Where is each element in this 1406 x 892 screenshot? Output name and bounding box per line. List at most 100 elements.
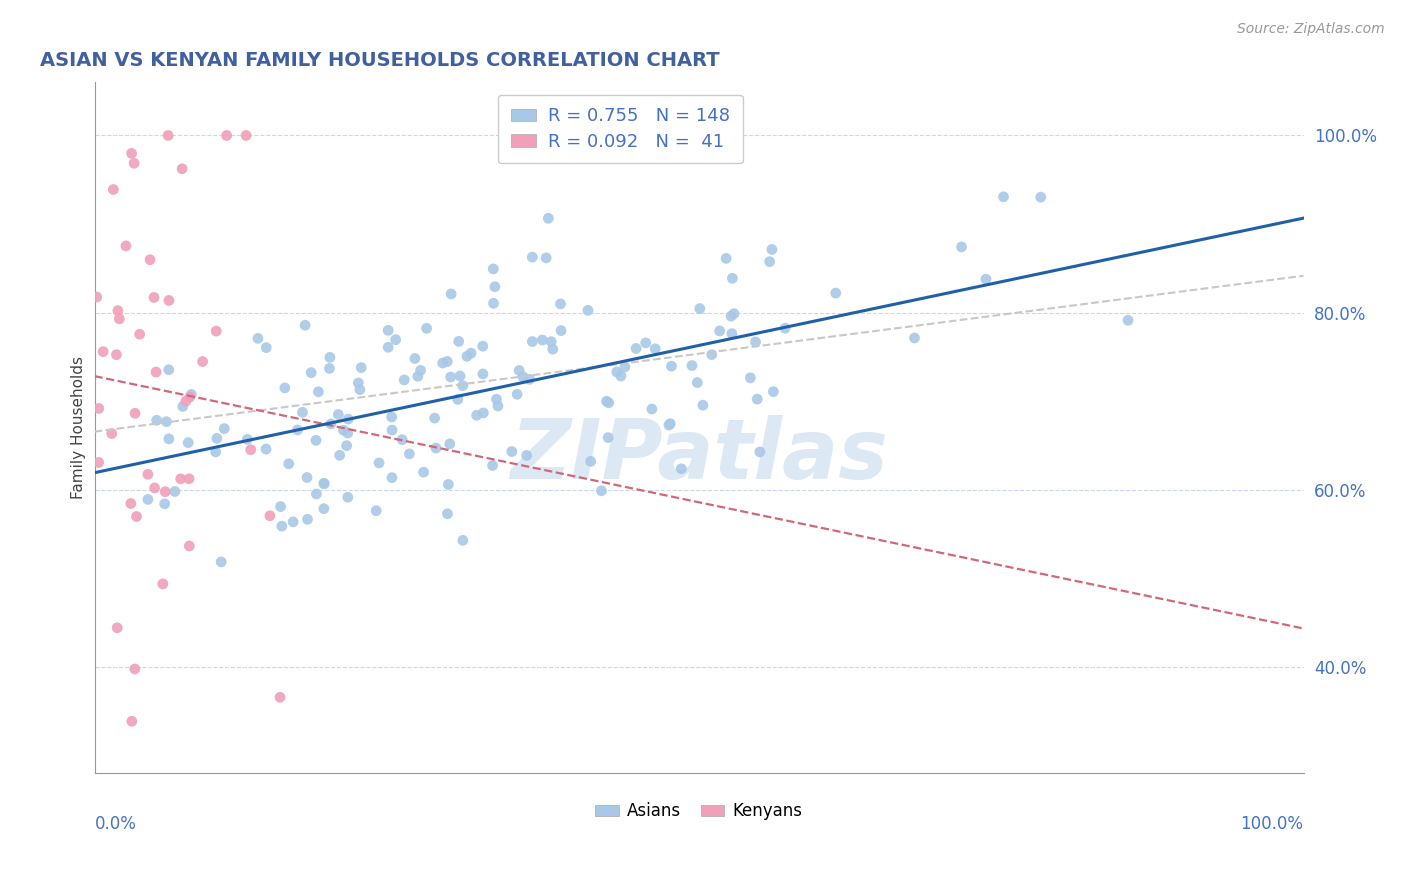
Point — [512, 369, 534, 384]
Point — [519, 372, 541, 386]
Point — [281, 515, 304, 529]
Point — [269, 690, 291, 705]
Point — [659, 417, 682, 431]
Point — [398, 447, 420, 461]
Point — [641, 402, 664, 417]
Point — [773, 321, 796, 335]
Point — [449, 368, 471, 383]
Point — [332, 423, 354, 437]
Point — [318, 361, 340, 376]
Point — [700, 348, 723, 362]
Point — [762, 384, 785, 399]
Point — [295, 470, 318, 484]
Point — [291, 405, 314, 419]
Text: 0.0%: 0.0% — [94, 814, 136, 832]
Point — [432, 356, 454, 370]
Point — [447, 392, 470, 407]
Point — [105, 348, 128, 362]
Text: ZIPatlas: ZIPatlas — [510, 415, 889, 496]
Point — [139, 252, 162, 267]
Point — [270, 519, 292, 533]
Point — [1116, 313, 1139, 327]
Point — [180, 387, 202, 401]
Point — [120, 496, 142, 510]
Point — [534, 251, 557, 265]
Point — [506, 387, 529, 401]
Point — [748, 445, 770, 459]
Point — [107, 303, 129, 318]
Y-axis label: Family Households: Family Households — [72, 356, 86, 500]
Point — [485, 392, 508, 407]
Point — [541, 342, 564, 356]
Point — [381, 470, 404, 484]
Point — [157, 363, 180, 377]
Point — [254, 442, 277, 456]
Point — [576, 303, 599, 318]
Point — [903, 331, 925, 345]
Point — [714, 252, 737, 266]
Point — [143, 481, 166, 495]
Point — [1029, 190, 1052, 204]
Point — [993, 190, 1015, 204]
Legend: Asians, Kenyans: Asians, Kenyans — [589, 796, 810, 827]
Point — [689, 301, 711, 316]
Point — [598, 431, 620, 445]
Point — [484, 279, 506, 293]
Point — [124, 662, 146, 676]
Point — [465, 409, 488, 423]
Point — [681, 359, 703, 373]
Point — [540, 334, 562, 349]
Point — [537, 211, 560, 226]
Point — [305, 434, 328, 448]
Point — [440, 370, 463, 384]
Point — [404, 351, 426, 366]
Point — [121, 714, 143, 729]
Point — [460, 346, 482, 360]
Point — [661, 359, 683, 374]
Point — [486, 399, 509, 413]
Point — [595, 394, 617, 409]
Point — [516, 449, 538, 463]
Point — [87, 401, 110, 416]
Point — [425, 441, 447, 455]
Point — [307, 384, 329, 399]
Point — [377, 340, 399, 354]
Point — [437, 477, 460, 491]
Point — [235, 128, 257, 143]
Point — [157, 128, 180, 143]
Point — [508, 363, 530, 377]
Point — [409, 363, 432, 377]
Point — [758, 254, 780, 268]
Point — [287, 423, 309, 437]
Point — [91, 344, 114, 359]
Point — [87, 455, 110, 469]
Point — [624, 342, 647, 356]
Point — [86, 290, 108, 304]
Point — [299, 366, 322, 380]
Point — [174, 394, 197, 409]
Point — [686, 376, 709, 390]
Point — [606, 365, 628, 379]
Point — [440, 287, 463, 301]
Point — [720, 309, 742, 323]
Point — [125, 509, 148, 524]
Point — [347, 376, 370, 390]
Point — [239, 442, 262, 457]
Point — [456, 349, 478, 363]
Point — [124, 406, 146, 420]
Point — [709, 324, 731, 338]
Point — [214, 422, 236, 436]
Point — [501, 444, 523, 458]
Point — [145, 365, 167, 379]
Point — [744, 334, 766, 349]
Point — [391, 433, 413, 447]
Point — [381, 423, 404, 437]
Point — [598, 396, 620, 410]
Point — [439, 437, 461, 451]
Point — [634, 335, 657, 350]
Point — [721, 326, 744, 341]
Point — [314, 476, 336, 491]
Point — [205, 324, 228, 338]
Point — [103, 182, 125, 196]
Point — [336, 439, 359, 453]
